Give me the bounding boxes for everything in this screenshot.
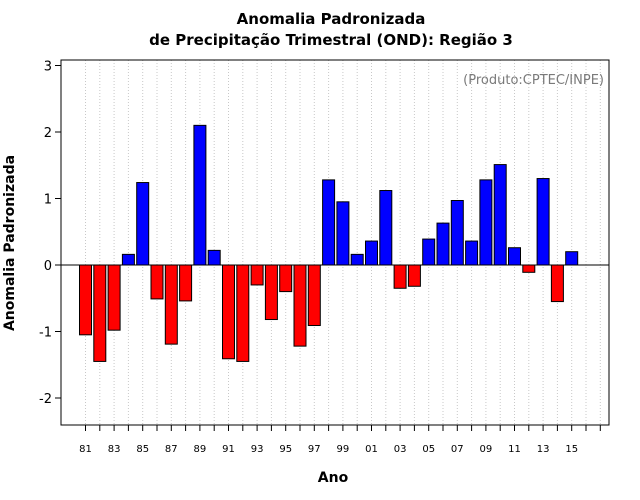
bar-2000	[350, 253, 364, 266]
y-tick-label: -1	[39, 326, 52, 341]
bar-1991	[222, 264, 235, 360]
bar-2015	[565, 251, 579, 266]
bar-1993	[250, 264, 264, 286]
x-axis-label: Ano	[318, 470, 349, 486]
x-axis: 81 83 85 87 89 91 93 95 97 99 01 03 05 07 09 11 13 15	[79, 425, 601, 455]
grid	[85, 60, 601, 425]
x-tick-label: 95	[279, 444, 292, 455]
bar-1992	[236, 264, 250, 362]
x-tick-label: 01	[365, 444, 378, 455]
x-tick-label: 05	[422, 444, 435, 455]
bar-2007	[450, 199, 464, 266]
bar-2011	[508, 247, 521, 266]
bar-1988	[179, 264, 193, 302]
bar-1996	[293, 264, 307, 347]
bar-2012	[522, 264, 536, 273]
x-tick-label: 03	[394, 444, 407, 455]
bar-1994	[264, 264, 278, 321]
x-tick-label: 85	[136, 444, 149, 455]
bar-1995	[279, 264, 293, 293]
y-tick-label: 1	[44, 193, 52, 208]
bar-2014	[550, 264, 564, 303]
x-tick-label: 99	[337, 444, 350, 455]
x-tick-label: 13	[537, 444, 550, 455]
x-tick-label: 89	[194, 444, 207, 455]
bar-2002	[379, 190, 393, 266]
bar-1999	[336, 201, 350, 266]
x-tick-label: 07	[451, 444, 464, 455]
bar-2005	[422, 238, 436, 266]
bar-1989	[193, 124, 207, 266]
x-tick-label: 93	[251, 444, 264, 455]
y-axis-label: Anomalia Padronizada	[2, 155, 18, 331]
bar-2003	[393, 264, 407, 289]
bar-1990	[207, 249, 221, 266]
bar-2004	[407, 264, 421, 287]
chart-title-line-2: de Precipitação Trimestral (OND): Região…	[149, 31, 513, 49]
credit-annotation: (Produto:CPTEC/INPE)	[463, 73, 604, 88]
x-tick-label: 83	[108, 444, 121, 455]
y-tick-label: 0	[44, 259, 52, 274]
x-tick-label: 81	[79, 444, 92, 455]
bar-1987	[164, 264, 178, 345]
bar-1981	[79, 264, 92, 336]
bar-2008	[465, 240, 479, 266]
y-tick-label: 3	[44, 60, 52, 75]
y-axis: -2 -1 0 1 2 3	[39, 60, 61, 407]
x-tick-label: 91	[222, 444, 235, 455]
y-tick-label: -2	[39, 392, 52, 407]
bars	[79, 124, 579, 362]
x-tick-label: 09	[480, 444, 493, 455]
x-tick-label: 15	[565, 444, 578, 455]
y-tick-label: 2	[44, 126, 52, 141]
bar-2009	[479, 179, 493, 266]
plot-frame	[60, 59, 610, 426]
bar-2010	[493, 164, 507, 266]
bar-1985	[136, 182, 150, 266]
bar-1997	[307, 264, 321, 327]
chart-title-line-1: Anomalia Padronizada	[237, 10, 426, 28]
x-tick-label: 97	[308, 444, 321, 455]
bar-1998	[322, 179, 336, 266]
bar-2006	[436, 222, 450, 266]
x-tick-label: 11	[508, 444, 521, 455]
bar-1983	[107, 264, 121, 331]
bar-1984	[121, 253, 135, 266]
bar-2001	[365, 240, 378, 266]
bar-1982	[93, 264, 107, 362]
x-tick-label: 87	[165, 444, 178, 455]
bar-2013	[536, 178, 550, 266]
bar-1986	[150, 264, 164, 300]
